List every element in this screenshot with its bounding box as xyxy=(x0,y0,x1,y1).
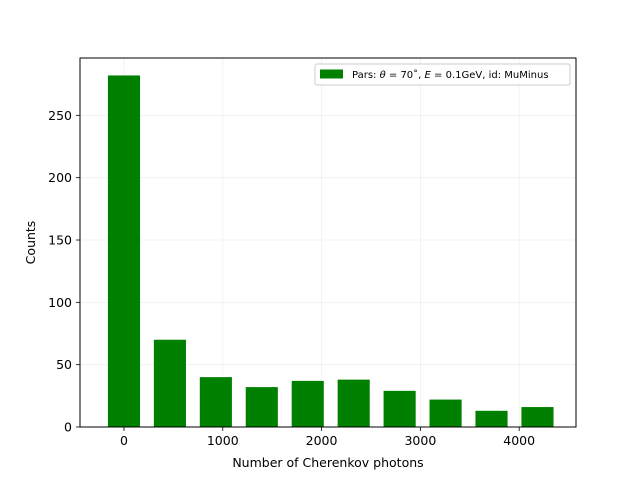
y-axis: 0 50 100 150 200 250 xyxy=(48,108,80,435)
bar xyxy=(153,339,186,427)
bar xyxy=(291,380,324,427)
y-axis-title: Counts xyxy=(23,221,38,265)
legend-swatch xyxy=(320,69,343,79)
bar xyxy=(521,407,554,427)
y-tick-label: 200 xyxy=(48,170,72,185)
legend-label-energy-value: = 0.1GeV, id: MuMinus xyxy=(431,70,549,81)
bars xyxy=(107,75,554,428)
x-axis-title: Number of Cherenkov photons xyxy=(232,455,423,470)
x-tick-label: 0 xyxy=(120,433,128,448)
y-tick-label: 250 xyxy=(48,108,72,123)
y-tick-label: 50 xyxy=(56,357,72,372)
bar xyxy=(107,75,141,428)
y-tick-label: 0 xyxy=(64,420,72,435)
x-axis: 0 1000 2000 3000 4000 xyxy=(120,427,535,448)
y-tick-label: 100 xyxy=(48,295,72,310)
bar xyxy=(429,399,462,427)
legend-box xyxy=(314,63,571,86)
legend-label: Pars: θ = 70˚, E = 0.1GeV, id: MuMinus xyxy=(352,69,549,81)
x-tick-label: 2000 xyxy=(306,433,338,448)
legend-label-theta-value: = 70˚, xyxy=(386,69,425,81)
bar xyxy=(199,377,232,427)
bar xyxy=(245,387,278,427)
plot-frame xyxy=(79,57,577,428)
x-tick-label: 4000 xyxy=(503,433,535,448)
bar xyxy=(475,410,508,427)
y-tick-label: 150 xyxy=(48,233,72,248)
bar xyxy=(383,390,416,427)
legend-label-theta-symbol: θ xyxy=(380,70,386,81)
legend: Pars: θ = 70˚, E = 0.1GeV, id: MuMinus xyxy=(314,63,571,86)
legend-label-prefix: Pars: xyxy=(352,70,380,81)
bar xyxy=(337,379,370,427)
legend-label-energy-symbol: E xyxy=(425,70,432,81)
x-tick-label: 1000 xyxy=(207,433,239,448)
x-tick-label: 3000 xyxy=(404,433,436,448)
